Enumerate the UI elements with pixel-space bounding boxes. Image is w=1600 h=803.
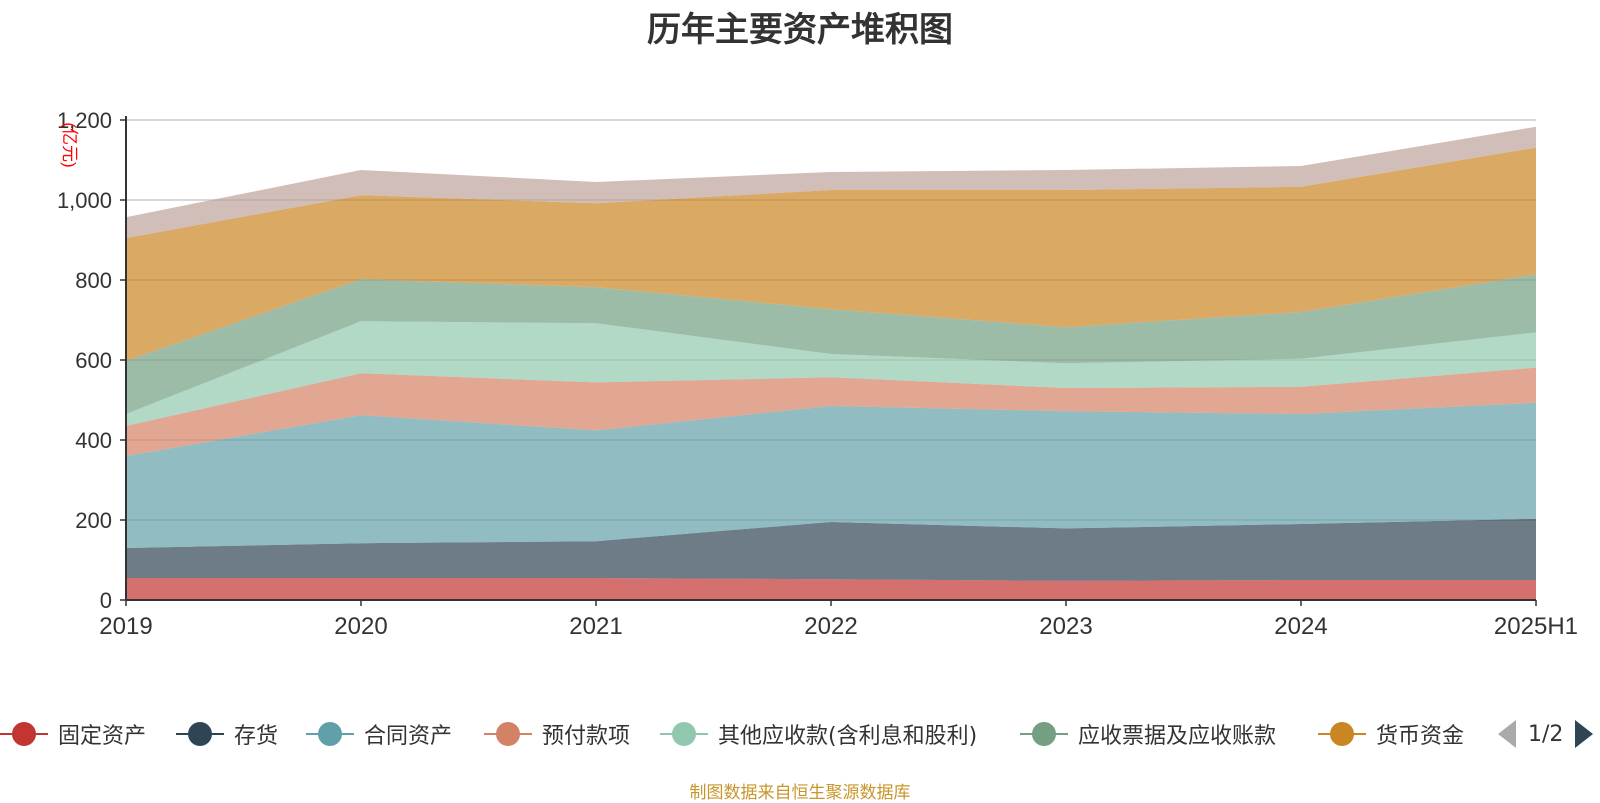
legend-label: 合同资产 [364, 724, 453, 749]
axes: 0 200 400 600 800 1,000 1,200 2019 2020 2021 2022 2… [57, 108, 1578, 640]
x-tick-label: 2025H1 [1494, 613, 1578, 640]
source-note: 制图数据来自恒生聚源数据库 [689, 783, 911, 803]
legend-page-indicator: 1/2 [1528, 721, 1564, 747]
area-series [126, 126, 1536, 600]
legend: 固定资产 存货 合同资产 预付款项 其他应收款(含利息和股利) 应收票据及应收账款 货币资金 [0, 716, 1600, 752]
y-axis-unit-label: (亿元) [60, 122, 79, 167]
y-tick-label: 200 [75, 508, 112, 533]
legend-marker-icon [306, 722, 354, 746]
y-tick-label: 0 [100, 588, 112, 613]
legend-label: 其他应收款(含利息和股利) [718, 724, 978, 749]
legend-marker-icon [176, 722, 224, 746]
legend-marker-icon [660, 722, 708, 746]
legend-item[interactable]: 存货 [176, 716, 278, 752]
x-tick-label: 2019 [99, 613, 152, 640]
legend-marker-icon [1020, 722, 1068, 746]
area-其他应收款(含利息和股利) [126, 321, 1536, 426]
area-固定资产 [126, 578, 1536, 600]
legend-label: 应收票据及应收账款 [1078, 724, 1277, 749]
area-其他 [126, 126, 1536, 238]
legend-marker-icon [484, 722, 532, 746]
y-tick-label: 600 [75, 348, 112, 373]
legend-item[interactable]: 应收票据及应收账款 [1020, 716, 1276, 752]
x-tick-label: 2024 [1274, 613, 1327, 640]
area-合同资产 [126, 402, 1536, 548]
chart-title: 历年主要资产堆积图 [647, 10, 953, 50]
legend-item[interactable]: 合同资产 [306, 716, 452, 752]
area-存货 [126, 518, 1536, 581]
y-tick-label: 800 [75, 268, 112, 293]
x-tick-label: 2022 [804, 613, 857, 640]
legend-label: 存货 [234, 724, 279, 749]
area-应收票据及应收账款 [126, 274, 1536, 414]
legend-item[interactable]: 固定资产 [0, 716, 146, 752]
legend-marker-icon [1318, 722, 1366, 746]
legend-next-page-icon[interactable] [1575, 720, 1594, 748]
x-tick-label: 2021 [569, 613, 622, 640]
legend-label: 固定资产 [58, 724, 147, 749]
legend-label: 预付款项 [542, 724, 631, 749]
y-tick-label: 1,200 [57, 108, 112, 133]
y-tick-label: 400 [75, 428, 112, 453]
area-货币资金 [126, 147, 1536, 361]
legend-item[interactable]: 预付款项 [484, 716, 630, 752]
x-tick-label: 2023 [1039, 613, 1092, 640]
legend-marker-icon [0, 722, 48, 746]
legend-item[interactable]: 货币资金 [1318, 716, 1464, 752]
legend-item[interactable]: 其他应收款(含利息和股利) [660, 716, 977, 752]
legend-prev-page-icon[interactable] [1498, 720, 1516, 748]
legend-pager: 1/2 [1498, 716, 1594, 752]
y-tick-label: 1,000 [57, 188, 112, 213]
x-tick-label: 2020 [334, 613, 387, 640]
area-预付款项 [126, 367, 1536, 456]
legend-label: 货币资金 [1376, 724, 1465, 749]
